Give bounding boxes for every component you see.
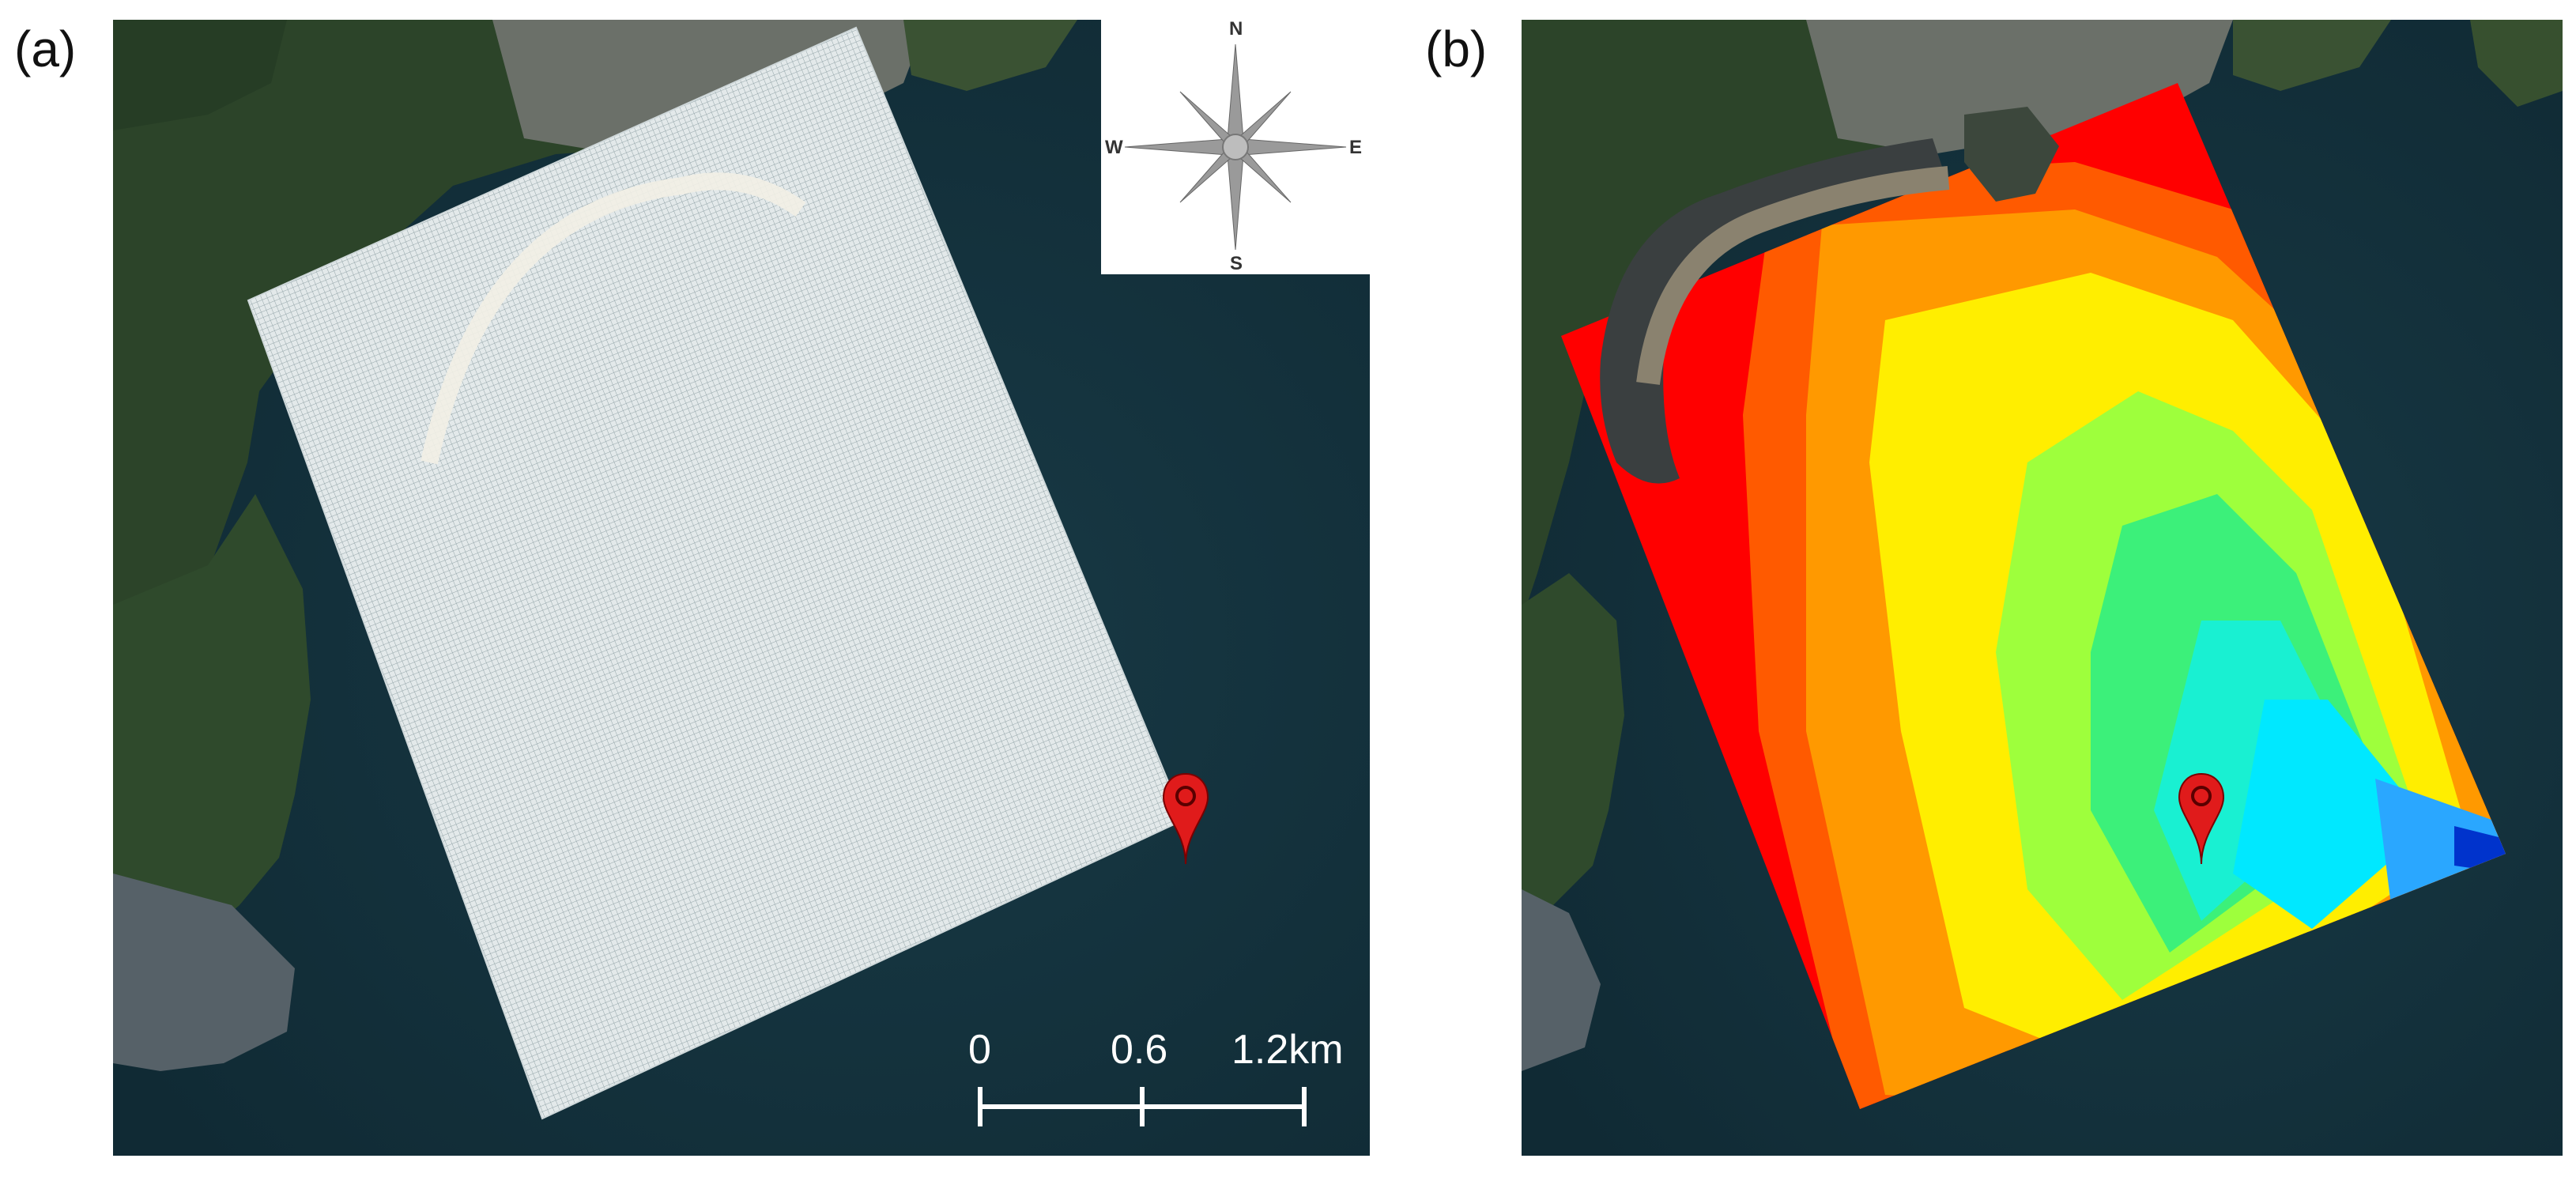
headland xyxy=(1964,107,2059,202)
town-south-west xyxy=(1522,889,1601,1071)
forest-north-west xyxy=(113,20,287,130)
map-panel-b xyxy=(1522,20,2563,1156)
scale-label-0: 0 xyxy=(968,1027,991,1073)
compass-north: N xyxy=(1229,18,1243,40)
land-north-east xyxy=(2233,20,2391,91)
land-west xyxy=(113,494,311,1016)
compass-rose-icon xyxy=(1124,43,1347,251)
compass-south: S xyxy=(1230,253,1243,274)
location-pin-icon xyxy=(2178,771,2225,870)
beach-arc xyxy=(421,172,806,465)
land-west xyxy=(1522,573,1624,953)
compass-east: E xyxy=(1349,137,1363,158)
scale-label-0-6: 0.6 xyxy=(1111,1027,1168,1073)
location-pin-icon xyxy=(1162,771,1209,870)
land-north-west xyxy=(1522,20,2075,621)
computational-grid xyxy=(247,26,1186,1120)
panel-label-a: (a) xyxy=(14,21,77,77)
compass-box: N E S W xyxy=(1101,18,1370,274)
panel-label-b: (b) xyxy=(1425,21,1488,77)
land-north-west xyxy=(113,20,761,621)
satellite-map-b xyxy=(1522,20,2563,1156)
compass-west: W xyxy=(1105,137,1123,158)
land-north-east xyxy=(903,20,1077,91)
beach-sand xyxy=(1636,166,1950,385)
town-south-west xyxy=(113,873,295,1071)
scale-label-1-2km: 1.2km xyxy=(1231,1027,1344,1073)
land-far-north-east xyxy=(2470,20,2563,107)
beach-town-overlay xyxy=(1600,138,1948,484)
